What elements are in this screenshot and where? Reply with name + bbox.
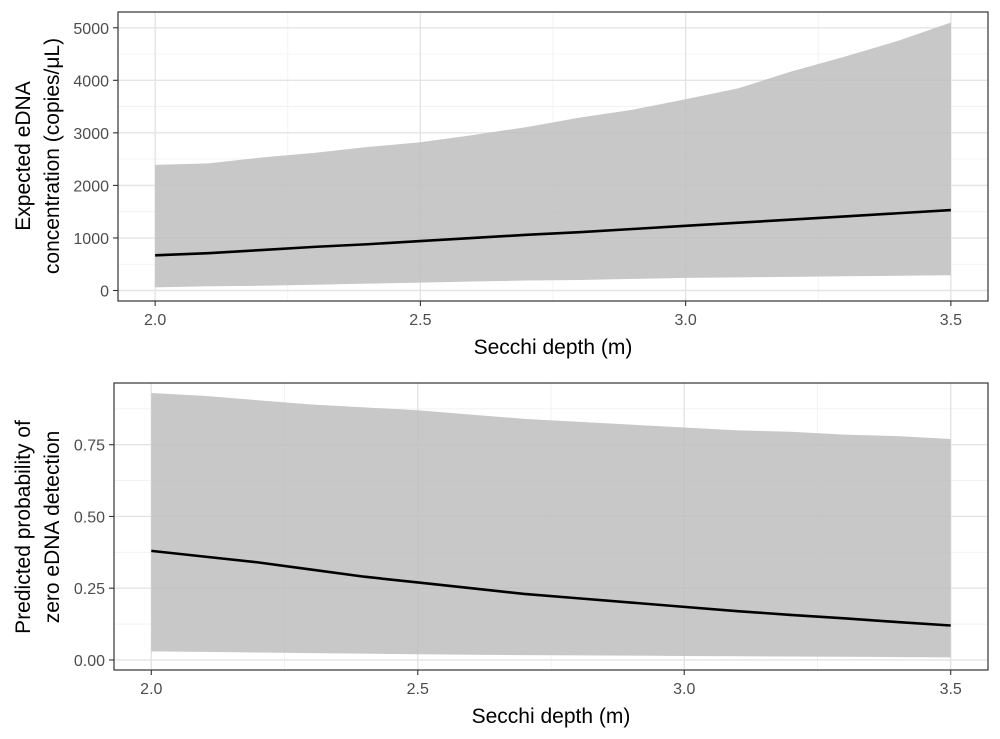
y-tick-label: 0.00: [74, 653, 105, 670]
panel-border: [113, 382, 989, 671]
y-tick-label: 0.50: [74, 509, 105, 526]
y-axis-title-line: zero eDNA detection: [41, 431, 64, 624]
y-tick-label: 0.75: [74, 438, 105, 455]
y-tick-label: 4000: [73, 73, 109, 90]
y-axis-title-line: concentration (copies/μL): [41, 38, 64, 274]
y-axis-title-line: Expected eDNA: [12, 81, 35, 230]
y-tick-label: 3000: [73, 126, 109, 143]
y-axis-title-line: Predicted probability of: [12, 420, 35, 634]
y-tick-label: 2000: [73, 178, 109, 195]
y-tick-label: 1000: [73, 231, 109, 248]
x-tick-label: 2.5: [409, 312, 431, 329]
x-axis-title: Secchi depth (m): [472, 705, 631, 728]
x-tick-label: 2.0: [144, 312, 166, 329]
x-tick-label: 2.0: [140, 681, 162, 698]
bottom-chart-panel: 2.0 2.5 3.0 3.5 0.00 0.25 0.50 0.75 Secchi depth…: [12, 382, 989, 728]
x-tick-label: 3.0: [674, 312, 696, 329]
y-tick-label: 5000: [73, 21, 109, 38]
x-tick-label: 3.0: [673, 681, 695, 698]
x-tick-label: 3.5: [940, 312, 962, 329]
x-tick-label: 3.5: [940, 681, 962, 698]
confidence-ribbon: [151, 393, 951, 658]
y-tick-label: 0: [100, 283, 109, 300]
top-chart-panel: 2.0 2.5 3.0 3.5 0 1000 2000 3000 4000 5000 Secchi …: [12, 11, 989, 359]
panel-border: [117, 11, 989, 302]
fitted-line: [155, 208, 951, 257]
fitted-line: [151, 549, 951, 627]
x-tick-label: 2.5: [407, 681, 429, 698]
x-axis-title: Secchi depth (m): [474, 336, 633, 359]
y-tick-label: 0.25: [74, 581, 105, 598]
